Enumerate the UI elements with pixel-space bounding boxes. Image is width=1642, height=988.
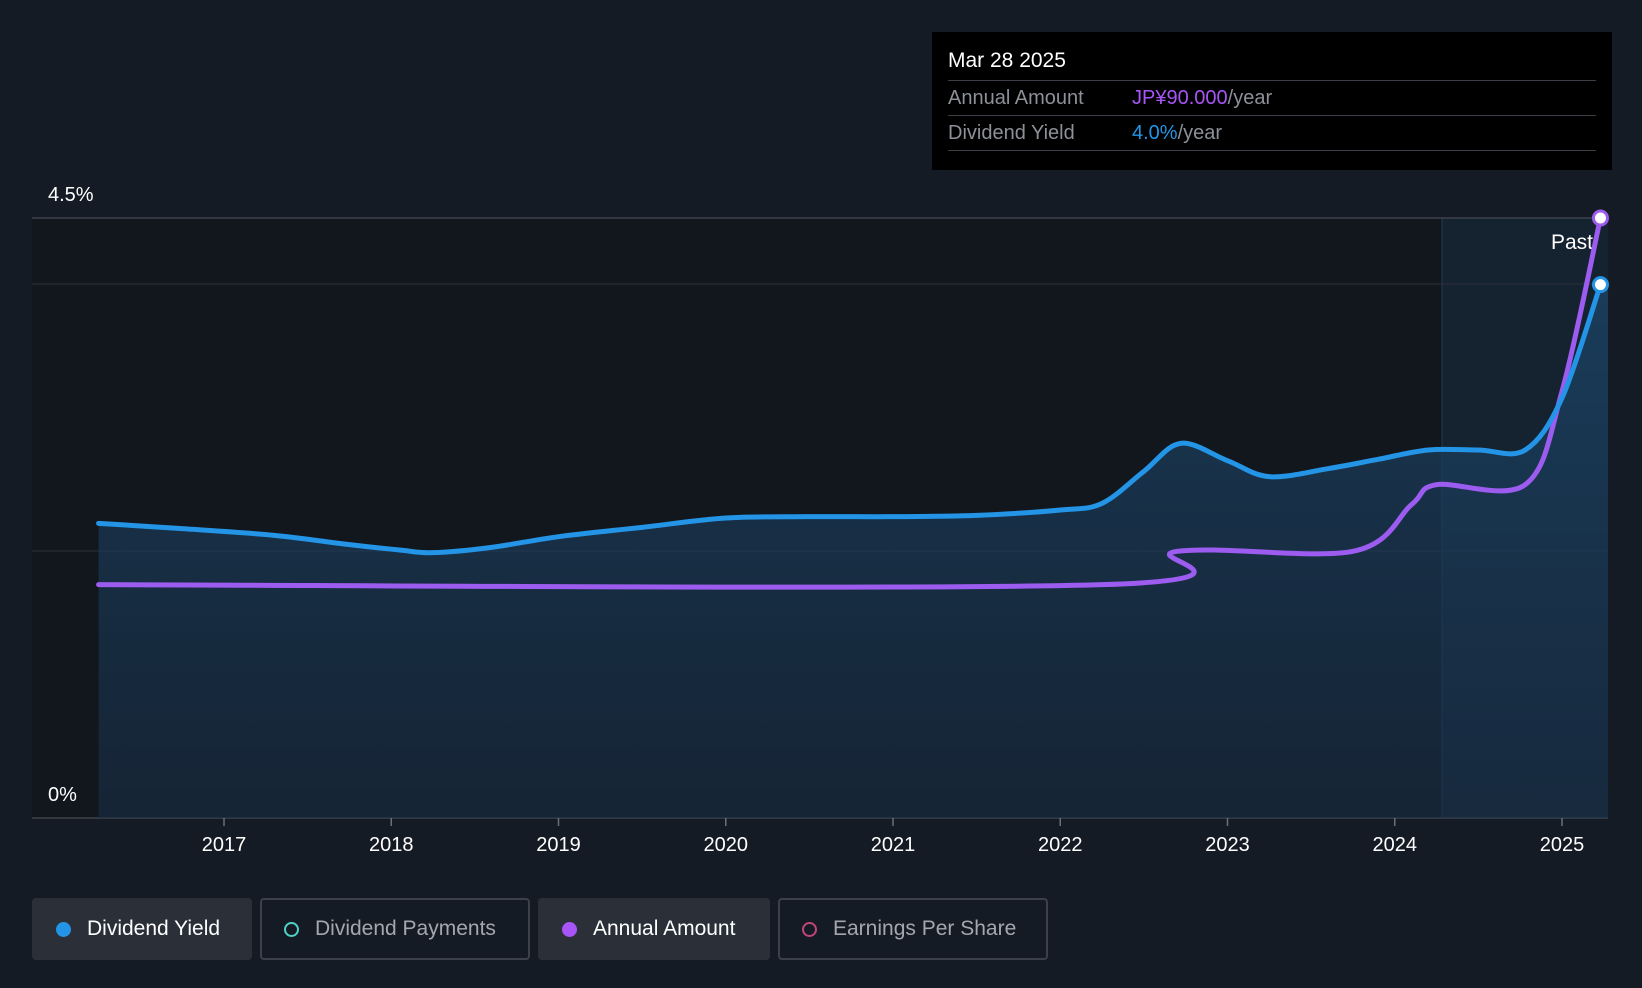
tooltip-yield-unit: /year — [1177, 122, 1223, 144]
legend-label: Dividend Payments — [315, 917, 496, 940]
past-label: Past — [1551, 231, 1593, 254]
dividend-payments-ring-icon — [284, 921, 299, 937]
tooltip-annual-row: Annual Amount JP¥90.000/year — [948, 81, 1596, 116]
tooltip-date: Mar 28 2025 — [948, 46, 1596, 81]
legend: Dividend Yield Dividend Payments Annual … — [32, 898, 1048, 960]
tooltip-yield-label: Dividend Yield — [948, 122, 1075, 144]
y-tick-label-top: 4.5% — [48, 184, 94, 206]
x-tick-label: 2019 — [536, 834, 581, 856]
legend-label: Earnings Per Share — [833, 917, 1017, 940]
legend-label: Annual Amount — [593, 917, 736, 940]
dividend-yield-dot-icon — [56, 921, 71, 937]
dividend-yield-line — [96, 282, 1603, 556]
x-tick-label: 2025 — [1540, 834, 1585, 856]
x-tick-label: 2024 — [1373, 834, 1418, 856]
earnings-per-share-ring-icon — [802, 921, 817, 937]
x-tick-label: 2021 — [871, 834, 916, 856]
y-tick-label-bottom: 0% — [48, 784, 77, 806]
dividend-yield-end-point — [1591, 276, 1609, 294]
tooltip-annual-label: Annual Amount — [948, 87, 1084, 109]
tooltip-annual-value: JP¥90.000 — [1132, 87, 1228, 109]
annual-amount-dot-icon — [562, 921, 577, 937]
annual-amount-line — [96, 215, 1603, 590]
annual-amount-end-point — [1591, 209, 1609, 227]
legend-annual-amount[interactable]: Annual Amount — [538, 898, 770, 960]
tooltip-yield-value: 4.0% — [1132, 122, 1178, 144]
legend-earnings-per-share[interactable]: Earnings Per Share — [778, 898, 1048, 960]
x-tick-label: 2017 — [202, 834, 247, 856]
tooltip-panel: Mar 28 2025 Annual Amount JP¥90.000/year… — [932, 32, 1612, 170]
legend-dividend-yield[interactable]: Dividend Yield — [32, 898, 252, 960]
legend-label: Dividend Yield — [87, 917, 221, 940]
tooltip-annual-unit: /year — [1227, 87, 1273, 109]
legend-dividend-payments[interactable]: Dividend Payments — [260, 898, 530, 960]
x-tick-label: 2023 — [1205, 834, 1250, 856]
x-tick-label: 2022 — [1038, 834, 1083, 856]
dividend-yield-area — [98, 284, 1608, 819]
x-tick-label: 2020 — [704, 834, 749, 856]
x-tick-label: 2018 — [369, 834, 414, 856]
tooltip-yield-row: Dividend Yield 4.0%/year — [948, 116, 1596, 151]
